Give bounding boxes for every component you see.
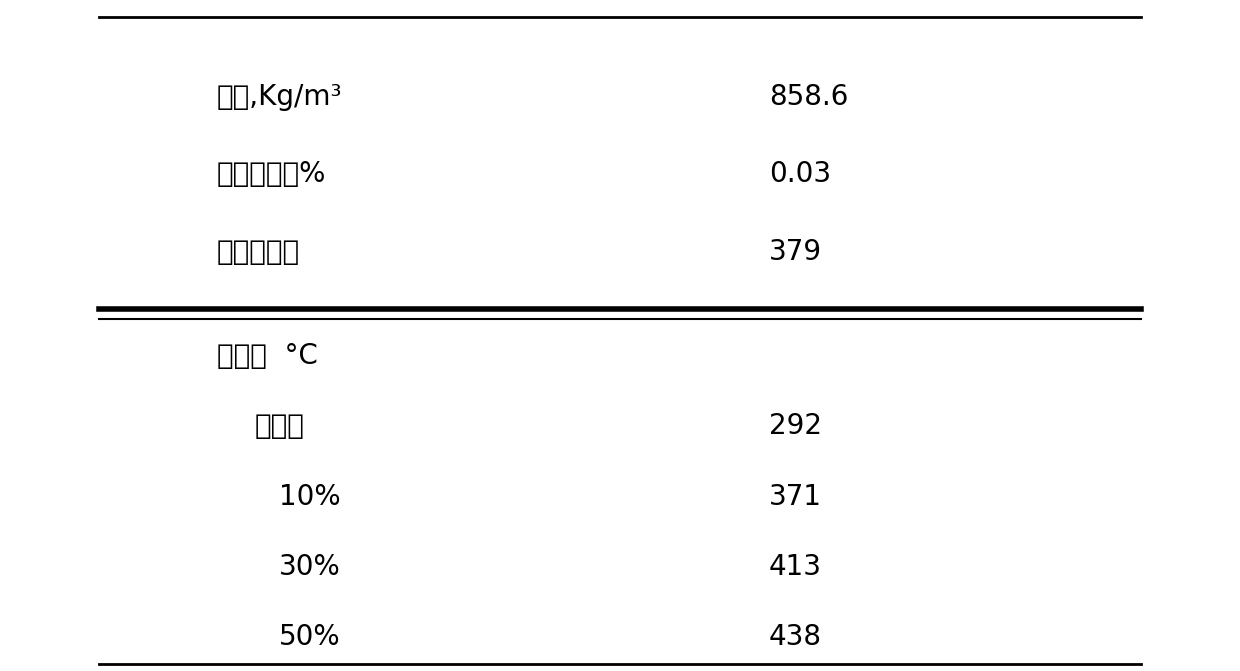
Text: 858.6: 858.6 [769, 83, 848, 111]
Text: 292: 292 [769, 412, 822, 440]
Text: 0.03: 0.03 [769, 160, 831, 189]
Text: 413: 413 [769, 553, 822, 581]
Text: 438: 438 [769, 623, 822, 652]
Text: 30%: 30% [279, 553, 341, 581]
Text: 馏程，  °C: 馏程， °C [217, 342, 317, 370]
Text: 10%: 10% [279, 482, 341, 511]
Text: 379: 379 [769, 238, 822, 266]
Text: 平均分子量: 平均分子量 [217, 238, 300, 266]
Text: 50%: 50% [279, 623, 341, 652]
Text: 371: 371 [769, 482, 822, 511]
Text: 初馏点: 初馏点 [254, 412, 304, 440]
Text: 密度,Kg/m³: 密度,Kg/m³ [217, 83, 342, 111]
Text: 残炭，重量%: 残炭，重量% [217, 160, 326, 189]
